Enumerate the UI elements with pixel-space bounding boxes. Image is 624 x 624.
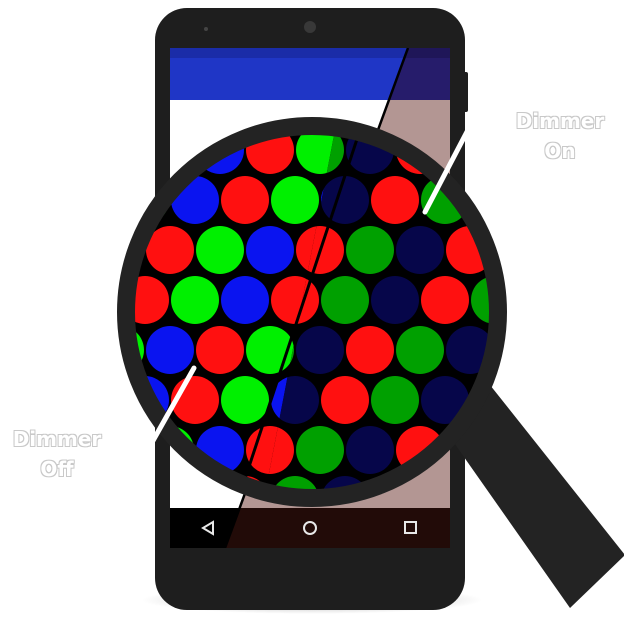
subpixel-bright [146,226,194,274]
subpixel-dim [96,126,144,174]
dimmer-on-label-line1: Dimmer [515,109,605,133]
subpixel-bright [46,526,94,574]
subpixel-dim [496,226,544,274]
subpixel-dim [421,276,469,324]
subpixel-dim [346,326,394,374]
recents-icon[interactable] [404,521,417,534]
subpixel-dim [521,376,569,424]
dimmer-on-label: Dimmer On [505,106,615,166]
subpixel-dim [346,226,394,274]
subpixel-bright [71,176,119,224]
callout-line-dimmer-on [422,123,501,215]
subpixel-bright [496,226,544,274]
subpixel-dim [71,576,119,624]
subpixel-dim [346,426,394,474]
subpixel-dim [96,526,144,574]
subpixel-bright [221,176,269,224]
subpixel-dim [71,176,119,224]
subpixel-dim [71,76,119,124]
subpixel-bright [246,226,294,274]
subpixel-bright [521,176,569,224]
subpixel-dim [46,126,94,174]
subpixel-dim [471,276,492,324]
callout-line-dimmer-off [115,365,197,449]
back-icon[interactable] [201,520,214,536]
subpixel-bright [132,132,144,174]
subpixel-dim [46,526,94,574]
subpixel-bright [521,276,569,324]
lens-boundary-line [238,132,362,492]
subpixel-bright [196,226,244,274]
screen-status-bar-left [170,48,450,58]
subpixel-dim [46,326,94,374]
subpixel-bright [221,276,269,324]
dimmer-off-label: Dimmer Off [2,424,112,484]
subpixel-dim [321,276,369,324]
subpixel-dim [371,376,419,424]
subpixel-dim [321,376,369,424]
subpixel-bright [171,276,219,324]
subpixel-bright [196,326,244,374]
subpixel-bright [46,226,94,274]
subpixel-bright [146,326,194,374]
subpixel-bright [71,276,119,324]
subpixel-bright [221,376,269,424]
subpixel-bright [271,176,319,224]
subpixel-dim [46,226,94,274]
phone-sensor [204,27,208,31]
subpixel-bright [521,376,569,424]
subpixel-dim [321,176,369,224]
subpixel-dim [421,376,469,424]
subpixel-dim [521,276,569,324]
home-icon[interactable] [303,521,317,535]
subpixel-dim [396,326,444,374]
dimmer-off-label-line1: Dimmer [12,427,102,451]
magnifier-rim [117,117,507,507]
subpixel-dim [296,326,344,374]
subpixel-dim [71,276,119,324]
subpixel-bright [46,126,94,174]
subpixel-dim [371,176,419,224]
subpixel-dim [396,226,444,274]
magnifier-handle [445,385,624,608]
subpixel-dim [371,276,419,324]
dimmer-off-label-line2: Off [40,457,74,481]
subpixel-dim [71,376,119,424]
subpixel-dim [296,426,344,474]
subpixel-bright [71,576,119,624]
subpixel-bright [96,526,144,574]
subpixel-bright [71,76,119,124]
dimmer-on-label-line2: On [544,139,576,163]
subpixel-bright [71,376,119,424]
navigation-bar-right [225,508,450,548]
subpixel-bright [46,326,94,374]
front-camera [304,21,316,33]
subpixel-dim [521,176,569,224]
